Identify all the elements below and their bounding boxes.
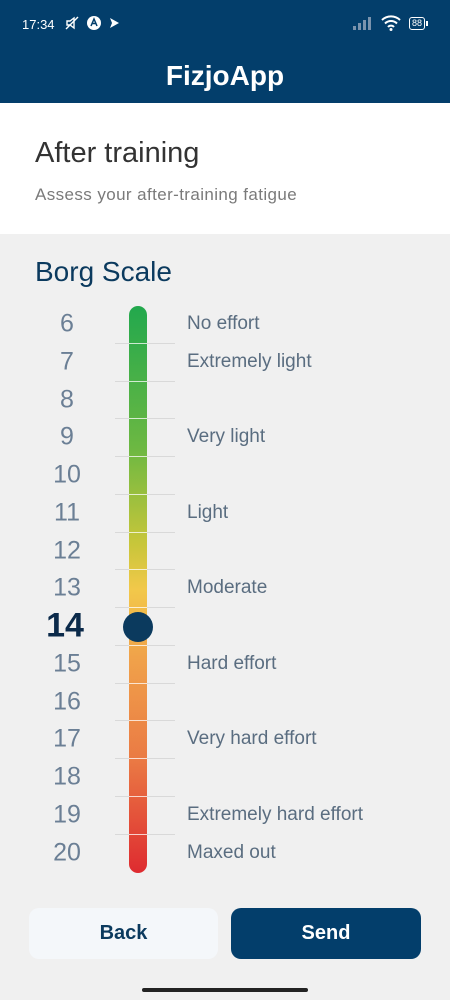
bar-divider: [129, 493, 147, 495]
mute-icon: [65, 16, 79, 30]
bar-divider: [129, 531, 147, 533]
bar-divider: [129, 758, 147, 760]
scale-value-20[interactable]: 20: [53, 838, 81, 866]
header-card: After training Assess your after-trainin…: [0, 103, 450, 234]
scale-label-9: Very light: [187, 426, 266, 448]
scale-value-16[interactable]: 16: [53, 687, 81, 715]
scale-value-12[interactable]: 12: [53, 536, 81, 564]
status-bar: 17:34 88: [0, 0, 450, 48]
app-title: FizjoApp: [165, 59, 285, 91]
page-title: After training: [35, 137, 200, 169]
bar-divider: [129, 682, 147, 684]
bar-divider: [129, 456, 147, 458]
app-notification-icon: [87, 16, 101, 30]
page-subtitle: Assess your after-training fatigue: [35, 185, 298, 204]
bar-divider: [129, 720, 147, 722]
bar-divider: [129, 380, 147, 382]
bar-divider: [129, 795, 147, 797]
scale-value-7[interactable]: 7: [60, 347, 74, 376]
bar-divider: [129, 833, 147, 835]
send-button[interactable]: Send: [231, 908, 421, 959]
scale-value-18[interactable]: 18: [53, 762, 81, 791]
home-indicator[interactable]: [142, 988, 308, 992]
scale-label-6: No effort: [187, 313, 260, 334]
scale-slider-knob[interactable]: [123, 612, 153, 642]
scale-value-14[interactable]: 14: [46, 606, 84, 645]
back-button[interactable]: Back: [29, 908, 218, 959]
scale-value-19[interactable]: 19: [53, 800, 81, 829]
scale-label-19: Extremely hard effort: [187, 803, 364, 825]
send-notification-icon: [110, 18, 119, 28]
bar-divider: [129, 644, 147, 646]
wifi-icon: [381, 15, 401, 31]
status-time: 17:34: [22, 17, 55, 32]
battery-level: 88: [408, 16, 425, 30]
scale-label-7: Extremely light: [187, 350, 312, 372]
bar-divider: [129, 569, 147, 571]
scale-value-10[interactable]: 10: [53, 460, 81, 489]
scale-value-9[interactable]: 9: [60, 422, 74, 451]
scale-title: Borg Scale: [35, 256, 172, 287]
scale-value-15[interactable]: 15: [53, 649, 81, 678]
scale-label-17: Very hard effort: [187, 728, 317, 750]
bar-divider: [129, 342, 147, 344]
scale-label-13: Moderate: [187, 577, 268, 599]
signal-icon: [352, 17, 371, 30]
scale-gradient-bar[interactable]: [129, 306, 147, 873]
scale-value-11[interactable]: 11: [54, 498, 80, 527]
app-bar: FizjoApp: [0, 48, 450, 103]
scale-label-11: Light: [187, 501, 229, 523]
bar-divider: [129, 607, 147, 609]
scale-value-13[interactable]: 13: [53, 573, 81, 602]
scale-value-17[interactable]: 17: [53, 724, 81, 753]
scale-label-20: Maxed out: [187, 841, 276, 863]
scale-value-8[interactable]: 8: [60, 385, 74, 413]
scale-label-15: Hard effort: [187, 652, 277, 674]
bar-divider: [129, 418, 147, 420]
scale-value-6[interactable]: 6: [60, 309, 74, 338]
battery-icon: 88: [408, 16, 428, 30]
